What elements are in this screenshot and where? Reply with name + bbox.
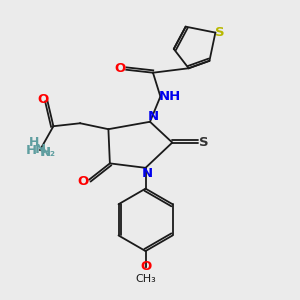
Text: O: O (114, 62, 125, 75)
Text: H: H (26, 143, 37, 157)
Text: N: N (142, 167, 153, 180)
Text: CH₃: CH₃ (136, 274, 156, 284)
Text: H₂: H₂ (41, 146, 56, 159)
Text: H: H (29, 136, 39, 148)
Text: N: N (34, 143, 46, 156)
Text: O: O (140, 260, 152, 273)
Text: NH: NH (159, 90, 181, 103)
Text: N: N (40, 146, 51, 160)
Text: N: N (148, 110, 159, 123)
Text: O: O (38, 93, 49, 106)
Text: O: O (77, 175, 88, 188)
Text: S: S (215, 26, 225, 38)
Text: S: S (199, 136, 209, 149)
